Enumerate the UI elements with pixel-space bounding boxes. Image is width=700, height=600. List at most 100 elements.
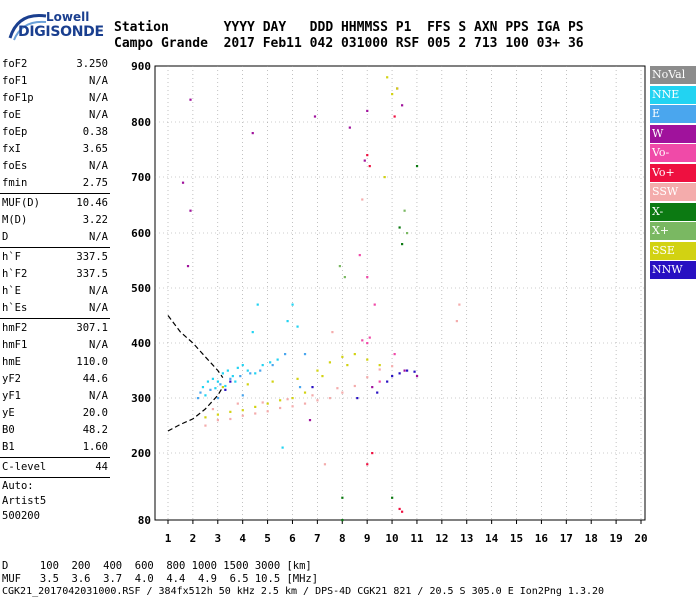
echo-point-nnw: [413, 370, 416, 373]
param-row: MUF(D) 10.46: [0, 195, 112, 212]
echo-point-nne: [231, 375, 234, 378]
logo-swoosh-icon: [8, 13, 47, 41]
echo-point-nnw: [229, 380, 232, 383]
param-label: yF1: [2, 390, 21, 402]
header-labels-row: Station YYYY DAY DDD HHMMSS P1 FFS S AXN…: [114, 20, 584, 35]
x-tick-label: 13: [460, 532, 473, 545]
param-value: 3.22: [82, 214, 108, 226]
echo-point-sse: [316, 369, 319, 372]
echo-point-vo-: [368, 165, 371, 168]
echo-point-nne: [261, 364, 264, 367]
echo-point-sse: [303, 391, 307, 394]
echo-point-sse: [254, 405, 257, 408]
echo-point-vo-: [366, 342, 369, 345]
param-label: B1: [2, 441, 15, 453]
x-tick-label: 1: [165, 532, 172, 545]
critical-frequency-curve: [167, 315, 224, 378]
echo-point-nne: [281, 446, 284, 449]
y-tick-label: 500: [131, 282, 151, 295]
echo-point-nne: [224, 384, 227, 388]
y-tick-label: 800: [131, 116, 151, 129]
param-label: yF2: [2, 373, 21, 385]
echo-point-nnw: [376, 391, 379, 394]
echo-point-nne: [269, 361, 272, 364]
param-label: foF2: [2, 58, 28, 70]
param-label: foF1: [2, 75, 28, 87]
param-value: 307.1: [76, 322, 108, 334]
param-label: fmin: [2, 177, 28, 189]
echo-point-sse: [378, 364, 381, 367]
param-row: foEp 0.38: [0, 124, 112, 141]
param-row: h`E N/A: [0, 283, 112, 300]
echo-point-w: [251, 132, 254, 135]
echo-point-ssw: [216, 419, 219, 422]
legend-item-w: W: [650, 124, 696, 143]
param-separator: [0, 318, 110, 319]
x-tick-label: 6: [289, 532, 296, 545]
param-value: 44.6: [82, 373, 108, 385]
echo-point-sse: [321, 375, 324, 378]
echo-point-nnw: [224, 388, 227, 391]
param-label: h`E: [2, 285, 21, 297]
echo-point-x-: [415, 165, 419, 168]
echo-point-sse: [221, 386, 224, 389]
y-tick-label: 600: [131, 227, 151, 240]
echo-point-vo-: [366, 276, 369, 279]
echo-point-vo-: [393, 353, 396, 356]
echo-point-nne: [204, 394, 207, 397]
echo-point-ssw: [286, 398, 289, 401]
echo-point-nnw: [405, 369, 409, 372]
echo-point-ssw: [336, 387, 339, 390]
echo-point-vo-: [373, 303, 376, 306]
param-value: N/A: [89, 75, 108, 87]
echo-point-sse: [279, 399, 282, 402]
echo-point-ssw: [266, 410, 269, 413]
x-tick-label: 3: [214, 532, 221, 545]
echo-point-e: [239, 375, 242, 378]
legend-item-ssw: SSW: [650, 183, 696, 201]
distance-scale-line: D 100 200 400 600 800 1000 1500 3000 [km…: [2, 560, 312, 572]
legend-item-nne: NNE: [650, 85, 696, 104]
x-tick-label: 14: [485, 532, 499, 545]
param-row: h`F2 337.5: [0, 266, 112, 283]
x-tick-label: 19: [609, 532, 622, 545]
param-value: N/A: [89, 231, 108, 243]
param-label: h`Es: [2, 302, 28, 314]
echo-point-w: [363, 159, 366, 162]
y-tick-label: 300: [131, 392, 151, 405]
echo-point-x-: [341, 496, 344, 499]
param-value: N/A: [89, 390, 108, 402]
echo-point-ssw: [303, 402, 307, 405]
echo-point-nne: [256, 303, 259, 306]
echo-point-w: [415, 375, 419, 378]
logo-line1: Lowell: [46, 10, 90, 24]
echo-point-nne: [296, 325, 299, 328]
echo-point-sse: [229, 410, 232, 413]
echo-point-e: [303, 353, 307, 356]
param-label: MUF(D): [2, 197, 40, 209]
echo-point-e: [241, 394, 244, 397]
y-tick-label: 900: [131, 60, 151, 73]
echo-point-e: [298, 386, 302, 389]
echo-point-e: [271, 364, 274, 367]
echo-point-e: [199, 391, 202, 394]
param-value: N/A: [89, 285, 108, 297]
echo-point-nne: [276, 358, 279, 361]
scaled-parameters-panel: foF2 3.250 foF1 N/A foF1p N/A foE N/A foEp 0.38 fx…: [0, 56, 112, 524]
param-row: foF2 3.250: [0, 56, 112, 73]
echo-point-ssw: [341, 391, 344, 394]
logo-line2: DIGISONDE: [18, 24, 104, 40]
param-label: h`F2: [2, 268, 28, 280]
param-label: B0: [2, 424, 15, 436]
param-separator: [0, 457, 110, 458]
echo-point-w: [348, 126, 351, 129]
legend-item-e: E: [650, 105, 696, 123]
echo-point-ssw: [323, 463, 327, 466]
echo-point-vo-: [398, 507, 401, 511]
x-tick-label: 9: [364, 532, 371, 545]
echo-point-vo-: [371, 452, 374, 455]
auto-info: Auto: Artist5 500200: [0, 479, 112, 524]
echo-point-vo-: [368, 336, 371, 339]
echo-point-sse: [204, 416, 207, 419]
echo-point-nne: [254, 372, 257, 375]
